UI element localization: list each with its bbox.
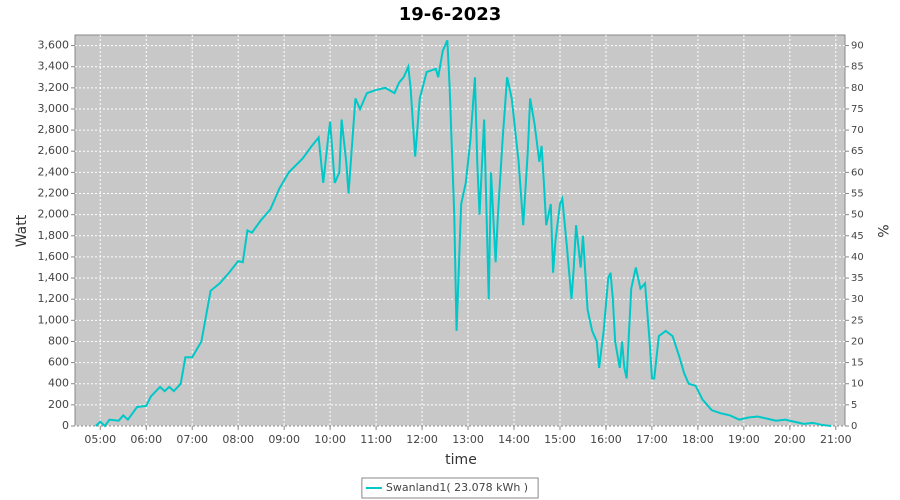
y2-tick-label: 25 (851, 315, 864, 326)
y2-tick-label: 55 (851, 189, 864, 200)
y-tick-label: 400 (48, 377, 69, 390)
y-tick-label: 0 (62, 419, 69, 432)
y-tick-label: 200 (48, 398, 69, 411)
x-tick-label: 08:00 (222, 433, 254, 446)
y2-tick-label: 50 (851, 210, 864, 221)
x-tick-label: 07:00 (176, 433, 208, 446)
y-tick-label: 1,200 (38, 292, 70, 305)
y2-tick-label: 65 (851, 146, 864, 157)
y-tick-label: 3,000 (38, 102, 70, 115)
y-tick-label: 2,200 (38, 187, 70, 200)
x-tick-label: 16:00 (590, 433, 622, 446)
data-line (95, 39, 832, 428)
chart-title: 19-6-2023 (399, 4, 502, 25)
x-tick-label: 21:00 (820, 433, 852, 446)
y2-tick-label: 30 (851, 294, 864, 305)
y2-tick-label: 0 (851, 421, 857, 432)
y2-tick-label: 90 (851, 41, 864, 52)
y-tick-label: 2,600 (38, 144, 70, 157)
x-tick-label: 20:00 (774, 433, 806, 446)
y2-tick-label: 75 (851, 104, 864, 115)
x-tick-label: 11:00 (360, 433, 392, 446)
x-tick-label: 19:00 (728, 433, 760, 446)
y-tick-label: 1,400 (38, 271, 70, 284)
y2-tick-label: 35 (851, 273, 864, 284)
legend-label: Swanland1( 23.078 kWh ) (386, 481, 528, 494)
y-axis-label: Watt (14, 214, 30, 247)
legend: Swanland1( 23.078 kWh ) (361, 477, 539, 499)
y2-tick-label: 60 (851, 167, 864, 178)
y-tick-label: 2,000 (38, 208, 70, 221)
y-tick-label: 800 (48, 334, 69, 347)
y2-tick-label: 70 (851, 125, 864, 136)
x-tick-label: 10:00 (314, 433, 346, 446)
x-tick-label: 15:00 (544, 433, 576, 446)
y-tick-label: 1,600 (38, 250, 70, 263)
y2-tick-label: 40 (851, 252, 864, 263)
y-tick-label: 3,600 (38, 39, 70, 52)
y-tick-label: 600 (48, 356, 69, 369)
y2-tick-label: 85 (851, 62, 864, 73)
x-tick-label: 05:00 (84, 433, 116, 446)
y-tick-label: 3,200 (38, 81, 70, 94)
y-tick-label: 1,800 (38, 229, 70, 242)
x-tick-label: 06:00 (130, 433, 162, 446)
y-tick-label: 2,400 (38, 165, 70, 178)
x-axis-label: time (445, 452, 477, 468)
x-tick-label: 09:00 (268, 433, 300, 446)
y-tick-label: 1,000 (38, 313, 70, 326)
x-tick-label: 17:00 (636, 433, 668, 446)
y2-axis-label: % (874, 224, 890, 237)
x-tick-label: 12:00 (406, 433, 438, 446)
x-tick-label: 14:00 (498, 433, 530, 446)
y2-tick-label: 45 (851, 231, 864, 242)
y2-tick-label: 10 (851, 379, 864, 390)
legend-box (361, 477, 539, 499)
y-tick-label: 3,400 (38, 60, 70, 73)
y2-tick-label: 20 (851, 336, 864, 347)
x-tick-label: 13:00 (452, 433, 484, 446)
y-tick-label: 2,800 (38, 123, 70, 136)
y2-tick-label: 80 (851, 83, 864, 94)
x-tick-label: 18:00 (682, 433, 714, 446)
y2-tick-label: 15 (851, 358, 864, 369)
y2-tick-label: 5 (851, 400, 857, 411)
